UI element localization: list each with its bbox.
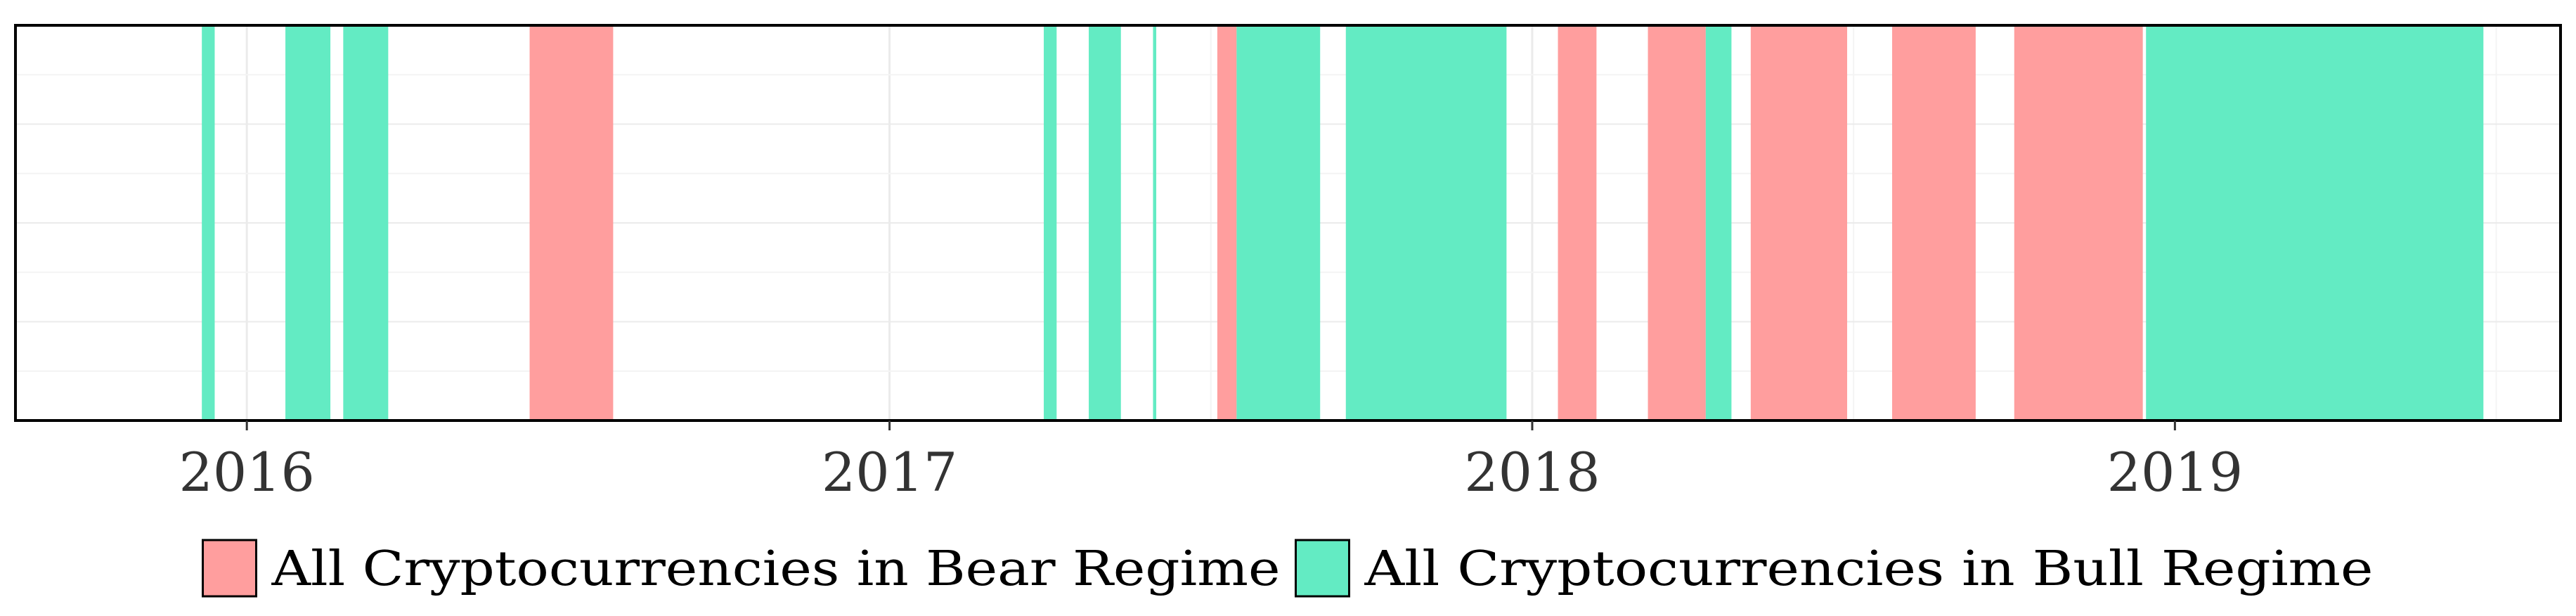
bull-regime-bar xyxy=(1044,25,1056,421)
x-tick-label: 2016 xyxy=(179,441,314,503)
bear-regime-bar xyxy=(1558,25,1597,421)
bear-regime-bar xyxy=(1892,25,1976,421)
bear-regime-bar xyxy=(1751,25,1847,421)
bear-regime-bar xyxy=(1648,25,1706,421)
bull-regime-bar xyxy=(1089,25,1121,421)
x-tick-label: 2018 xyxy=(1464,441,1600,503)
bear-regime-bar xyxy=(2014,25,2143,421)
legend: All Cryptocurrencies in Bear Regime All C… xyxy=(203,540,2374,597)
bear-regime-bar xyxy=(1217,25,1236,421)
bull-regime-bar xyxy=(1153,25,1156,421)
bull-regime-bar xyxy=(1346,25,1507,421)
bull-legend-key xyxy=(1296,540,1350,596)
bull-regime-bar xyxy=(202,25,214,421)
bull-regime-bar xyxy=(285,25,330,421)
bear-legend-key xyxy=(203,540,257,596)
bull-legend-label: All Cryptocurrencies in Bull Regime xyxy=(1364,541,2373,597)
bear-legend-label: All Cryptocurrencies in Bear Regime xyxy=(271,541,1280,597)
x-tick-label: 2017 xyxy=(822,441,957,503)
bull-regime-bar xyxy=(1706,25,1732,421)
bull-regime-bar xyxy=(2146,25,2483,421)
x-axis: 2016 2017 2018 2019 xyxy=(179,421,2243,503)
x-tick-label: 2019 xyxy=(2107,441,2243,503)
bull-regime-bar xyxy=(343,25,388,421)
bull-regime-bar xyxy=(1236,25,1320,421)
bear-regime-bar xyxy=(530,25,614,421)
